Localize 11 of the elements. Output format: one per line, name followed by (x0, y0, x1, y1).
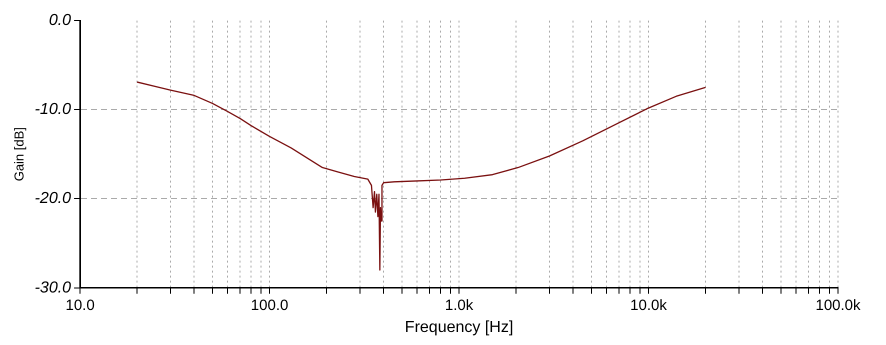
x-tick-label: 10.0k (630, 296, 668, 314)
y-tick-label: -10.0 (34, 101, 72, 118)
x-tick-label: 10.0 (65, 296, 95, 314)
y-tick-label: -20.0 (34, 190, 72, 208)
x-tick-label: 100.0k (815, 296, 862, 314)
y-tick-label: -30.0 (34, 279, 72, 296)
x-tick-label: 1.0k (444, 296, 474, 314)
x-axis-title: Frequency [Hz] (404, 318, 514, 336)
y-axis-title: Gain [dB] (11, 127, 26, 182)
x-tick-label: 100.0 (250, 296, 288, 314)
y-tick-label: 0.0 (48, 12, 72, 30)
